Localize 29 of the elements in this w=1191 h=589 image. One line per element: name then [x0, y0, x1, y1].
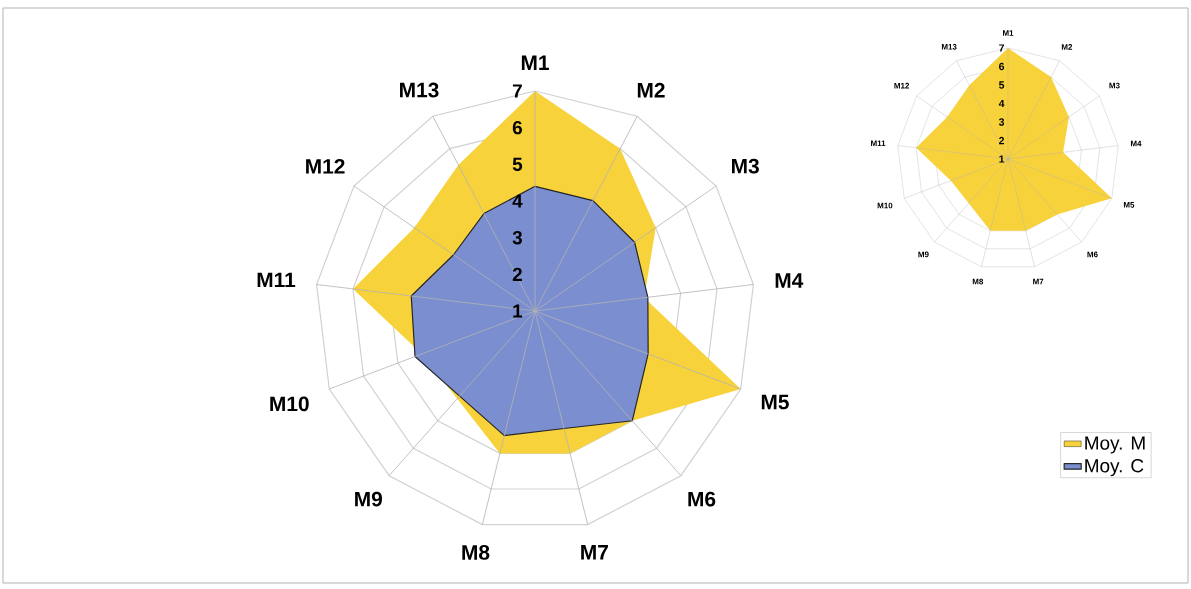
y-tick-label: 4 — [512, 194, 523, 208]
spoke-label: M7 — [581, 545, 608, 560]
spoke-label: M11 — [257, 272, 296, 288]
spoke-label: M12 — [306, 158, 345, 174]
spoke-label: M6 — [688, 491, 716, 507]
y-tick-label: 6 — [999, 62, 1005, 71]
y-tick-label: 3 — [998, 118, 1005, 126]
spoke-label: M1 — [521, 55, 549, 70]
y-tick-label: 5 — [998, 81, 1005, 89]
y-tick-label: 5 — [512, 157, 523, 171]
spoke-label: M8 — [462, 545, 490, 560]
spoke-label: M2 — [637, 82, 665, 98]
y-tick-label: 1 — [513, 304, 523, 318]
y-tick-label: 7 — [512, 84, 522, 98]
spoke-label: M10 — [270, 396, 309, 412]
y-tick-label: 3 — [512, 230, 522, 245]
spoke-label: M5 — [761, 394, 789, 410]
y-tick-label: 6 — [512, 120, 522, 135]
y-tick-label: 7 — [999, 44, 1005, 52]
spoke-label: M4 — [775, 273, 804, 288]
legend-label: Moy. M — [1085, 436, 1145, 454]
spoke-label: M3 — [732, 158, 759, 174]
y-tick-label: 2 — [999, 136, 1005, 145]
y-tick-label: 1 — [999, 155, 1005, 163]
y-tick-label: 2 — [512, 267, 522, 281]
legend-label: Moy. C — [1085, 459, 1144, 477]
spoke-label: M9 — [355, 491, 382, 507]
spoke-label: M13 — [400, 82, 439, 98]
y-tick-label: 4 — [998, 99, 1005, 108]
